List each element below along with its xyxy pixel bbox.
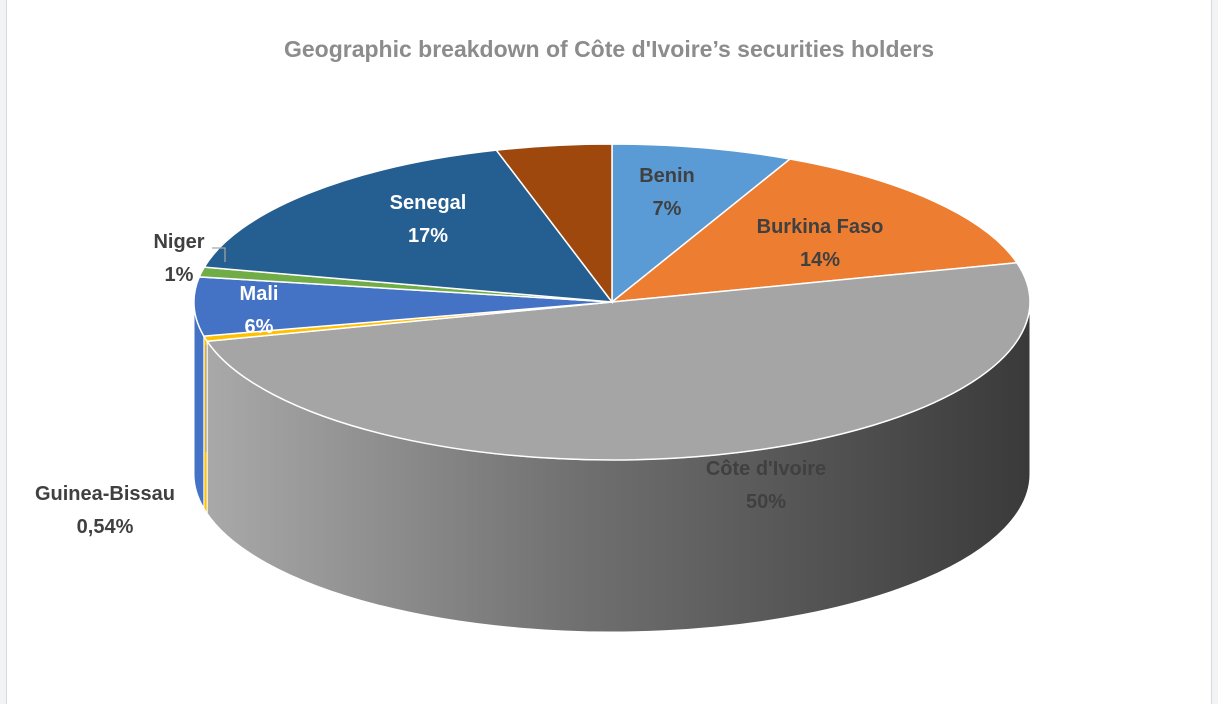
slice-value-burkina-faso: 14% bbox=[800, 249, 840, 271]
slice-name-niger: Niger bbox=[153, 231, 204, 253]
slice-name-senegal: Senegal bbox=[390, 192, 467, 214]
slice-name-cote-d-ivoire: Côte d'Ivoire bbox=[706, 458, 826, 480]
pie-slice-mali bbox=[193, 276, 613, 337]
slice-value-mali: 6% bbox=[245, 316, 274, 338]
pie-slice-cote-d-ivoire bbox=[205, 261, 1031, 461]
slice-value-senegal: 17% bbox=[408, 225, 448, 247]
pie-slice-benin bbox=[611, 143, 792, 304]
pie-slice-burkina-faso bbox=[609, 158, 1019, 303]
slice-name-benin: Benin bbox=[639, 165, 695, 187]
slice-name-mali: Mali bbox=[240, 283, 279, 305]
slice-value-cote-d-ivoire: 50% bbox=[746, 491, 786, 513]
slice-value-benin: 7% bbox=[653, 198, 682, 220]
slice-name-burkina-faso: Burkina Faso bbox=[757, 216, 884, 238]
pie-slice-other bbox=[494, 143, 613, 305]
slice-value-guinea-bissau: 0,54% bbox=[77, 516, 134, 538]
leader-line-niger bbox=[212, 247, 226, 262]
slice-value-niger: 1% bbox=[165, 264, 194, 286]
chart-title: Geographic breakdown of Côte d'Ivoire’s … bbox=[283, 36, 935, 62]
slice-name-guinea-bissau: Guinea-Bissau bbox=[35, 483, 175, 505]
